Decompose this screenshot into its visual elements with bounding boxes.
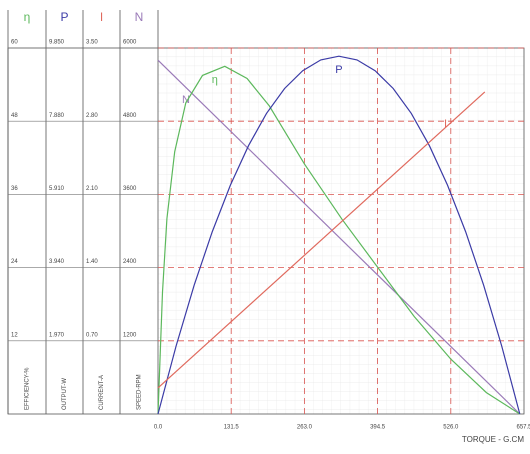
x-tick-label: 0.0 [154, 425, 163, 431]
x-tick-label: 526.0 [443, 425, 459, 431]
y-tick-label: 1.970 [49, 332, 65, 338]
y-tick-label: 3.50 [86, 40, 98, 46]
axis-title: EFFICIENCY-% [25, 367, 31, 410]
y-tick-label: 4800 [123, 113, 137, 119]
axis-symbol: P [60, 10, 68, 24]
y-tick-label: 48 [11, 113, 18, 119]
curve [157, 65, 521, 415]
curve [157, 55, 521, 415]
minor-grid [158, 48, 524, 414]
axis-symbol: η [24, 10, 31, 24]
series-label: I [444, 118, 447, 130]
axis-title: CURRENT-A [99, 375, 105, 410]
x-tick-label: 131.5 [224, 425, 240, 431]
x-tick-label: 263.0 [297, 425, 313, 431]
curve [157, 91, 486, 389]
series-label: N [182, 94, 190, 106]
x-axis-title: TORQUE - G.CM [462, 435, 524, 444]
y-tick-label: 5.910 [49, 186, 65, 192]
x-tick-label: 394.5 [370, 425, 386, 431]
axis-title: OUTPUT-W [62, 378, 68, 410]
y-tick-label: 6000 [123, 40, 137, 46]
series-label: η [212, 74, 218, 86]
y-tick-label: 24 [11, 259, 18, 265]
axis-title: SPEED-RPM [137, 374, 143, 410]
y-tick-label: 3600 [123, 186, 137, 192]
y-tick-label: 1200 [123, 332, 137, 338]
series-label: P [335, 64, 342, 76]
y-tick-label: 9.850 [49, 40, 65, 46]
y-tick-label: 12 [11, 332, 18, 338]
y-tick-label: 2.80 [86, 113, 98, 119]
axis-symbol: I [100, 10, 103, 24]
y-tick-label: 3.940 [49, 259, 65, 265]
y-tick-label: 60 [11, 40, 18, 46]
y-tick-label: 2400 [123, 259, 137, 265]
axis-symbol: N [135, 10, 144, 24]
y-tick-label: 0.70 [86, 332, 98, 338]
y-tick-label: 2.10 [86, 186, 98, 192]
curve [157, 59, 521, 415]
y-tick-label: 7.880 [49, 113, 65, 119]
x-tick-label: 657.5 [516, 425, 530, 431]
y-tick-label: 1.40 [86, 259, 98, 265]
y-tick-label: 36 [11, 186, 18, 192]
